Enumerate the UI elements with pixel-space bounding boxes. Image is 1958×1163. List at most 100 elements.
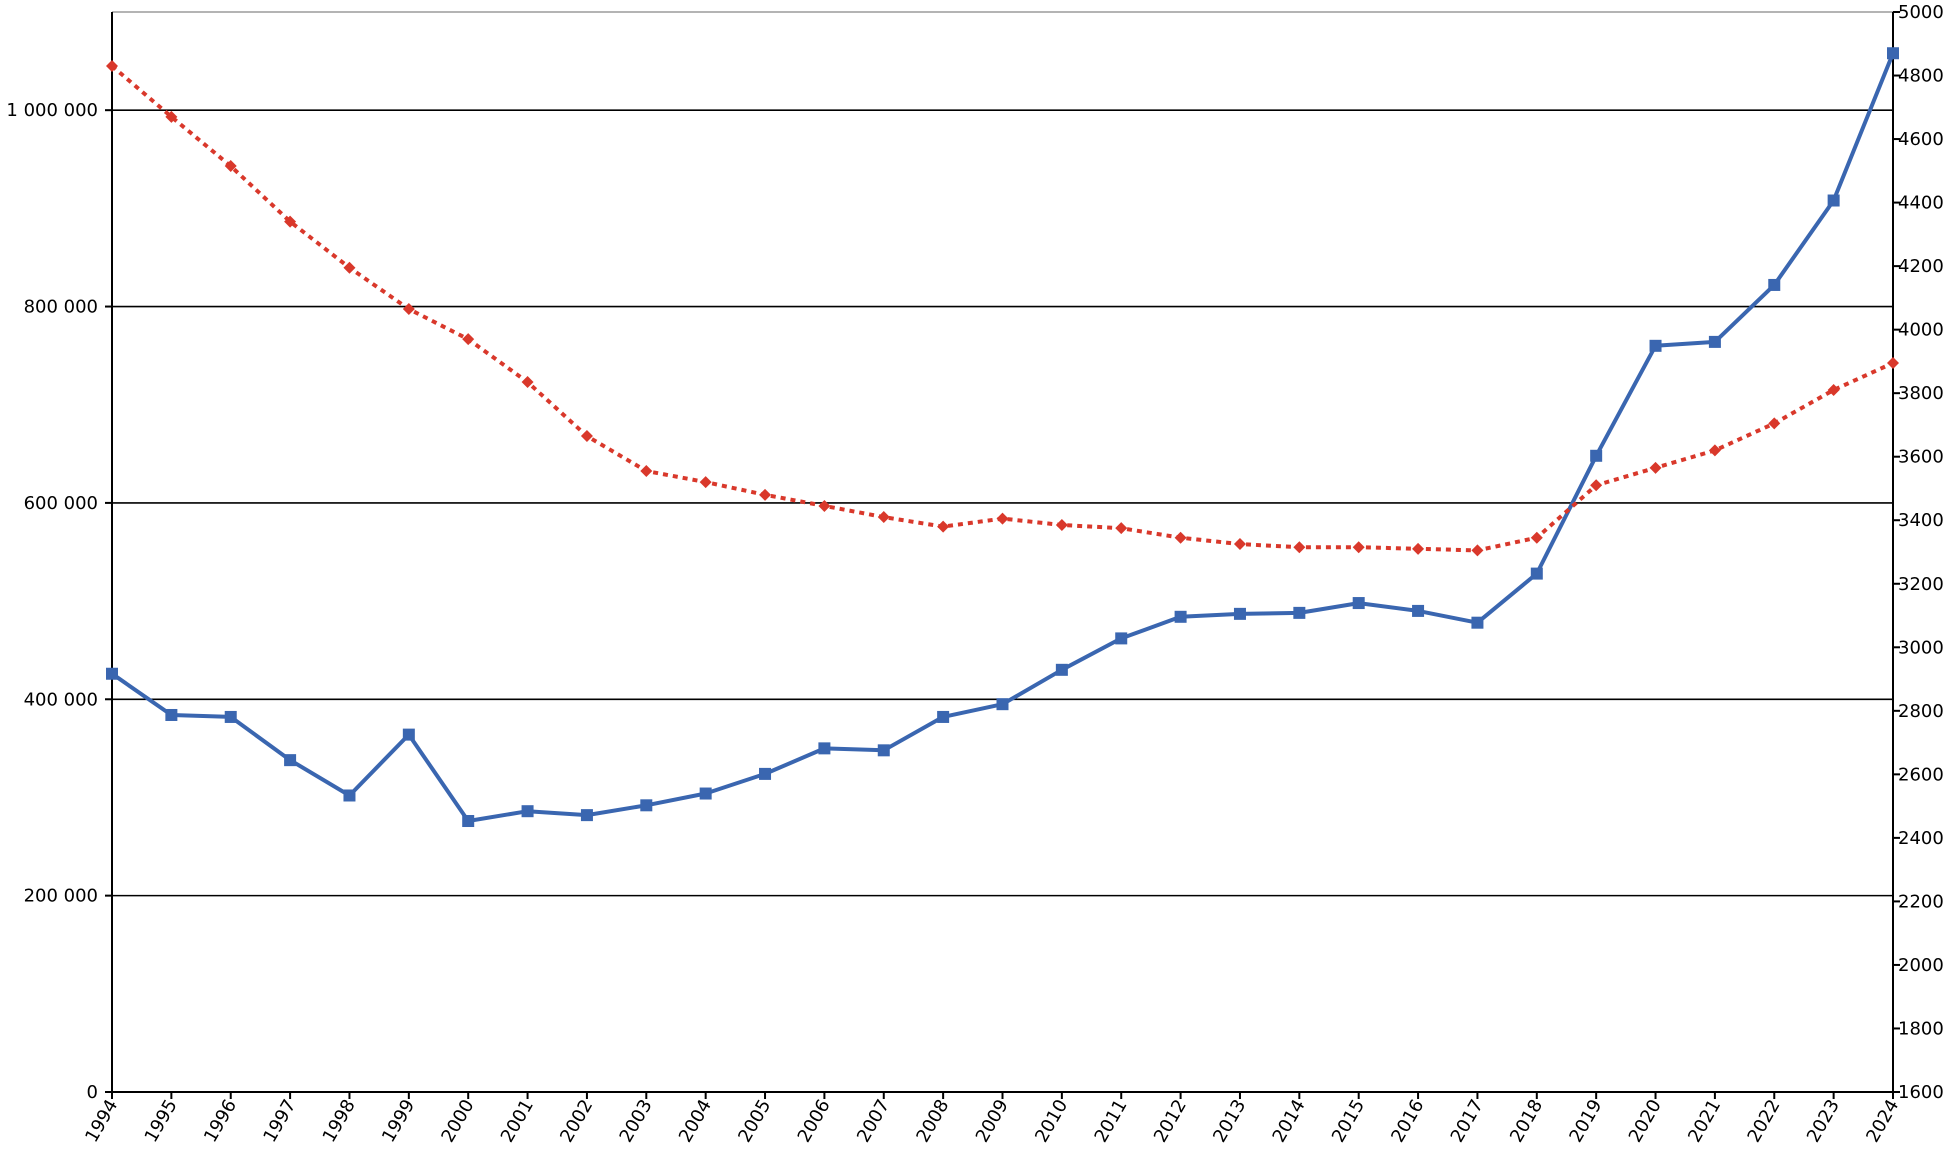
x-tick-label: 2015 — [1328, 1096, 1369, 1146]
right-tick-label: 4000 — [1898, 320, 1944, 341]
data-point — [1530, 567, 1543, 580]
x-tick-label: 2009 — [972, 1096, 1013, 1146]
data-point — [1055, 663, 1068, 676]
x-tick-label: 2002 — [556, 1096, 597, 1146]
data-point — [877, 511, 890, 524]
x-tick-label: 1994 — [81, 1096, 122, 1146]
data-point — [1827, 194, 1840, 207]
data-point — [165, 708, 178, 721]
x-tick-label: 1999 — [378, 1096, 419, 1146]
x-tick-label: 2018 — [1506, 1096, 1547, 1146]
x-tick-label: 2022 — [1744, 1096, 1785, 1146]
right-tick-label: 5000 — [1898, 2, 1944, 23]
x-tick-label: 2023 — [1803, 1096, 1844, 1146]
data-point — [580, 809, 593, 822]
data-point — [224, 710, 237, 723]
data-point — [1590, 479, 1603, 492]
x-tick-label: 2012 — [1150, 1096, 1191, 1146]
data-point — [699, 787, 712, 800]
grid-lines — [112, 109, 1893, 897]
x-tick-label: 2020 — [1625, 1096, 1666, 1146]
right-tick-label: 4200 — [1898, 256, 1944, 277]
data-point — [462, 333, 475, 346]
data-point — [343, 789, 356, 802]
data-point — [1708, 335, 1721, 348]
x-tick-label: 2000 — [437, 1096, 478, 1146]
data-point — [877, 744, 890, 757]
x-tick-label: 1996 — [200, 1096, 241, 1146]
data-point — [1174, 610, 1187, 623]
x-tick-label: 2003 — [616, 1096, 657, 1146]
x-tick-label: 1995 — [141, 1096, 182, 1146]
right-tick-label: 2800 — [1898, 701, 1944, 722]
data-point — [106, 667, 118, 680]
data-point — [1352, 541, 1365, 554]
right-tick-label: 3600 — [1898, 447, 1944, 468]
x-tick-label: 1998 — [319, 1096, 360, 1146]
axes — [105, 11, 1900, 1099]
data-point — [1233, 538, 1246, 551]
right-tick-label: 3200 — [1898, 574, 1944, 595]
left-tick-label: 1 000 000 — [6, 100, 98, 121]
left-tick-label: 200 000 — [24, 886, 98, 907]
left-tick-label: 400 000 — [24, 689, 98, 710]
data-point — [759, 488, 772, 501]
data-point — [1174, 531, 1187, 544]
data-point — [1649, 339, 1662, 352]
data-point — [1768, 278, 1781, 291]
x-tick-label: 2006 — [794, 1096, 835, 1146]
data-point — [1649, 461, 1662, 474]
x-tick-label: 2024 — [1862, 1096, 1903, 1146]
right-tick-label: 2600 — [1898, 764, 1944, 785]
data-point — [284, 215, 297, 228]
right-tick-label: 2000 — [1898, 955, 1944, 976]
data-point — [1471, 544, 1484, 557]
data-point — [343, 261, 356, 274]
data-point — [640, 799, 653, 812]
left-tick-label: 0 — [87, 1082, 98, 1103]
x-tick-label: 2019 — [1565, 1096, 1606, 1146]
x-tick-label: 2004 — [675, 1096, 716, 1146]
series-layer — [106, 47, 1899, 828]
data-point — [462, 815, 475, 828]
x-tick-label: 2014 — [1269, 1096, 1310, 1146]
data-point — [402, 728, 415, 741]
right-tick-label: 3800 — [1898, 383, 1944, 404]
data-point — [818, 742, 831, 755]
data-point — [1055, 519, 1068, 531]
series-line — [110, 64, 1894, 553]
data-point — [759, 767, 772, 780]
x-tick-label: 2005 — [734, 1096, 775, 1146]
data-point — [1827, 384, 1840, 396]
data-point — [937, 710, 950, 723]
right-tick-label: 2200 — [1898, 891, 1944, 912]
data-point — [1115, 632, 1128, 645]
x-tick-label: 2017 — [1447, 1096, 1488, 1146]
data-point — [1412, 542, 1425, 555]
data-point — [1530, 531, 1543, 544]
data-point — [1293, 541, 1306, 554]
right-tick-label: 2400 — [1898, 828, 1944, 849]
data-point — [1887, 357, 1899, 369]
data-point — [996, 512, 1009, 525]
x-tick-label: 2021 — [1684, 1096, 1725, 1146]
data-point — [106, 60, 118, 72]
right-tick-label: 1800 — [1898, 1018, 1944, 1039]
data-point — [402, 303, 415, 315]
x-tick-label: 1997 — [259, 1096, 300, 1146]
data-point — [640, 465, 653, 477]
series-1 — [106, 47, 1899, 828]
x-tick-label: 2013 — [1209, 1096, 1250, 1146]
right-tick-label: 3000 — [1898, 637, 1944, 658]
data-point — [1412, 604, 1425, 617]
data-point — [165, 110, 178, 123]
data-point — [1471, 616, 1484, 629]
right-axis-tick-labels: 1600 1800 2000 2200 2400 2600 2800 3000 3200 3400… — [1898, 2, 1944, 1103]
data-point — [996, 698, 1009, 711]
x-tick-label: 2007 — [853, 1096, 894, 1146]
data-point — [1590, 449, 1603, 462]
series-2 — [106, 60, 1899, 557]
right-tick-label: 1600 — [1898, 1082, 1944, 1103]
right-tick-label: 4800 — [1898, 66, 1944, 87]
x-tick-label: 2011 — [1090, 1096, 1131, 1146]
